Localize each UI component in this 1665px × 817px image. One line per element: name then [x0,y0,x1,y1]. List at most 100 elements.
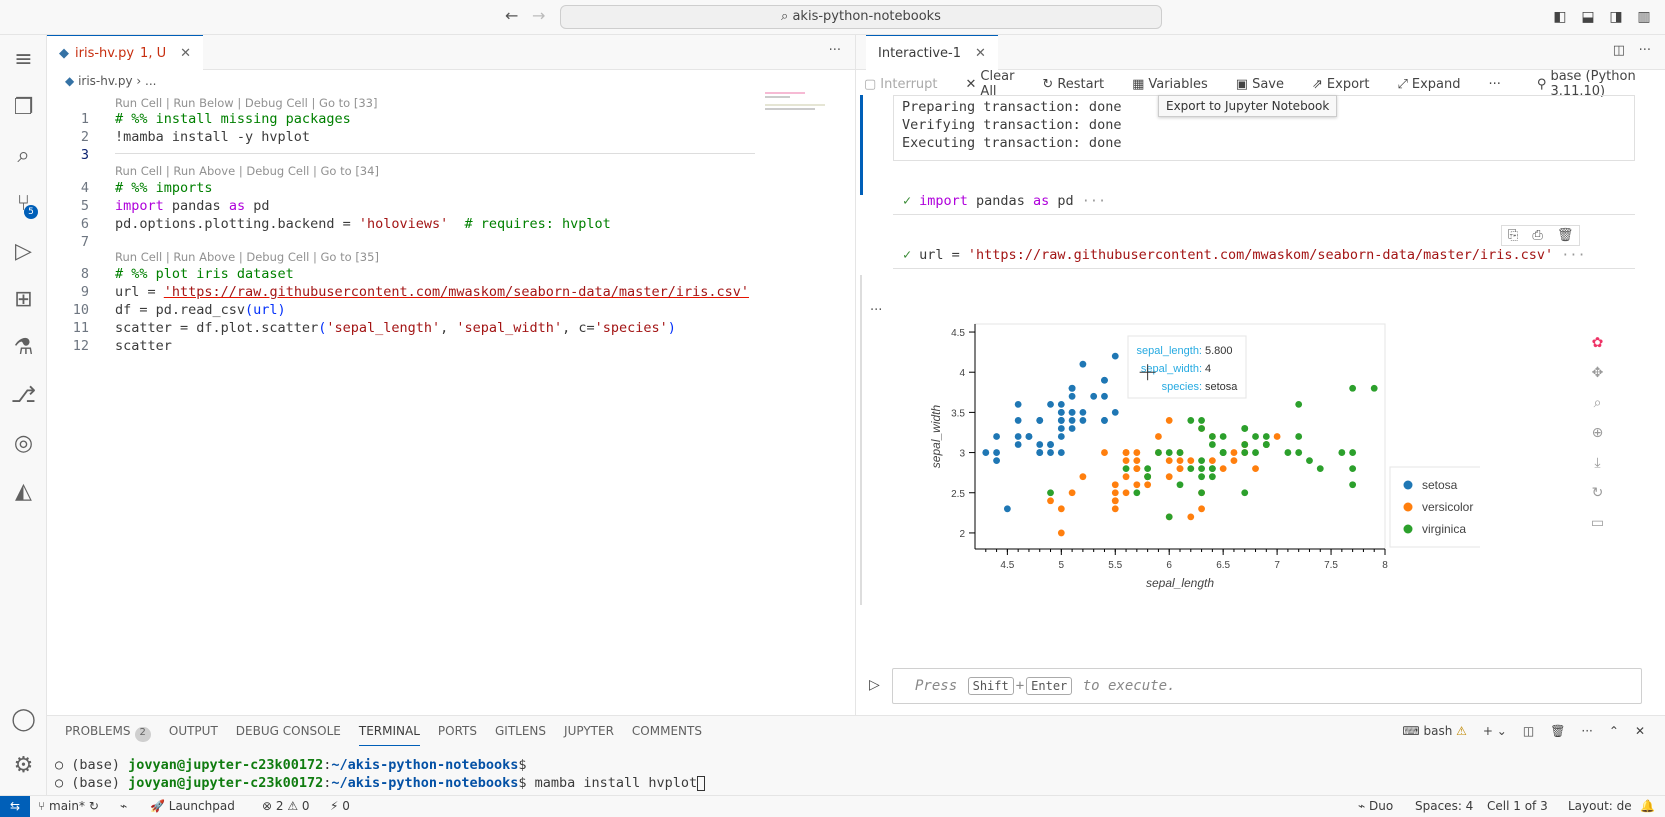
output-more-icon[interactable]: ··· [870,303,883,318]
variables-button[interactable]: ▦ Variables [1132,76,1208,92]
extensions-icon[interactable]: ⊞ [14,286,33,312]
sync-icon[interactable]: ⌁ [120,799,128,813]
testing-icon[interactable]: ⚗ [13,334,34,360]
iris-scatter-chart[interactable]: 4.5 5 5.5 6 6.5 7 7.5 8 2 2.5 3 3.5 4 4.5 sepal_length… [900,322,1480,622]
run-icon[interactable]: ▷ [869,677,880,693]
interrupt-button[interactable]: ▢ Interrupt [864,76,938,92]
tab-jupyter[interactable]: JUPYTER [564,724,614,738]
close-icon[interactable]: ✕ [180,45,192,61]
code-token: url = [919,247,968,263]
breadcrumb[interactable]: ◆ iris-hv.py › ... [65,74,157,88]
ellipsis-icon[interactable]: ··· [1081,193,1107,209]
output-line: Executing transaction: done [902,135,1122,151]
save-plot-icon[interactable]: ⤓ [1594,455,1601,471]
command-center-search[interactable]: ⌕ akis-python-notebooks [560,5,1162,29]
manage-gear-icon[interactable]: ⚙ [13,752,34,778]
accounts-icon[interactable]: ◯ [11,706,36,732]
layout-controls: ◧ ⬓ ◨ ▥ [1551,8,1653,26]
breadcrumb-more[interactable]: ... [145,74,157,88]
new-terminal-icon[interactable]: + ⌄ [1482,724,1507,738]
terminal-shell[interactable]: ⌨ bash ⚠ [1402,724,1467,738]
x-tick-label: 4.5 [1000,560,1014,571]
interactive-input[interactable]: Press Shift + Enter to execute. [892,668,1642,704]
restart-button[interactable]: ↻ Restart [1042,76,1105,92]
run-debug-icon[interactable]: ▷ [15,238,32,264]
box-zoom-icon[interactable]: ⌕ [1593,395,1602,411]
delete-icon[interactable]: 🗑 [1556,228,1574,243]
x-axis-label: sepal_length [1146,576,1214,590]
tab-terminal[interactable]: TERMINAL [358,724,420,746]
data-point-virginica [1295,449,1303,456]
codelens-cell1[interactable]: Run Cell | Run Below | Debug Cell | Go t… [115,96,378,110]
explorer-icon[interactable]: ❐ [13,94,34,120]
split-terminal-icon[interactable]: ◫ [1522,724,1535,738]
toggle-primary-sidebar-icon[interactable]: ◧ [1553,9,1567,25]
close-panel-icon[interactable]: ✕ [1634,724,1645,738]
data-point-virginica [1198,489,1205,497]
forward-arrow-icon[interactable]: → [532,6,546,25]
back-arrow-icon[interactable]: ← [505,6,519,25]
remote-indicator-icon[interactable]: ⇆ [0,796,30,817]
data-point-virginica [1349,465,1357,473]
expand-button[interactable]: ⤢ Expand [1397,76,1461,92]
toggle-secondary-sidebar-icon[interactable]: ◨ [1609,9,1623,25]
cell-indicator[interactable]: Cell 1 of 3 [1487,799,1548,813]
minimap[interactable] [765,90,840,150]
tab-debug-console[interactable]: DEBUG CONSOLE [235,724,341,738]
terminal-line[interactable]: ○ (base) jovyan@jupyter-c23k00172:~/akis… [55,774,706,792]
tab-problems[interactable]: PROBLEMS 2 [65,724,151,746]
data-point-virginica [1208,441,1216,448]
duo-indicator[interactable]: ⌁ Duo [1358,799,1394,813]
pan-tool-icon[interactable]: ✥ [1591,365,1604,381]
toggle-panel-icon[interactable]: ⬓ [1581,9,1595,25]
cell-import[interactable]: ✓ import pandas as pd ··· [893,187,1635,215]
goto-code-icon[interactable]: ⎙ [1532,228,1543,243]
data-point-virginica [1176,449,1184,456]
indentation-indicator[interactable]: Spaces: 4 [1415,799,1474,813]
more-actions-icon[interactable]: ··· [1638,43,1651,58]
maximize-panel-icon[interactable]: ⌃ [1608,724,1619,738]
remote-explorer-icon[interactable]: ◎ [13,430,34,456]
hover-tool-icon[interactable]: ▭ [1590,515,1605,531]
wheel-zoom-icon[interactable]: ⊕ [1591,425,1604,441]
notifications-icon[interactable]: 🔔 [1640,799,1655,813]
save-button[interactable]: ▣ Save [1235,76,1284,92]
layout-indicator[interactable]: Layout: de [1568,799,1632,813]
source-control-icon[interactable]: ⑂ 5 [0,179,47,227]
tab-ports[interactable]: PORTS [437,724,477,738]
tab-interactive-1[interactable]: Interactive-1 ✕ [866,35,998,70]
gitlab-icon[interactable]: ◭ [15,478,32,504]
launchpad-button[interactable]: 🚀 Launchpad [150,799,235,813]
reset-icon[interactable]: ↻ [1591,485,1604,501]
panel-tabs: PROBLEMS 2 OUTPUT DEBUG CONSOLE TERMINAL … [65,724,702,746]
close-icon[interactable]: ✕ [975,45,986,61]
x-tick-label: 5.5 [1108,560,1122,571]
data-point-versicolor [1198,505,1205,513]
more-actions-icon[interactable]: ··· [1488,76,1501,92]
split-editor-icon[interactable]: ◫ [1612,43,1625,58]
problems-indicator[interactable]: ⊗ 2 ⚠ 0 [262,799,310,813]
more-actions-icon[interactable]: ··· [828,43,841,58]
tab-output[interactable]: OUTPUT [168,724,218,738]
search-icon[interactable]: ⌕ [17,142,30,168]
more-actions-icon[interactable]: ··· [1581,724,1593,738]
cell-url[interactable]: ✓ url = 'https://raw.githubusercontent.co… [893,241,1635,269]
code-area[interactable]: Run Cell | Run Below | Debug Cell | Go t… [47,92,807,392]
git-graph-icon[interactable]: ⎇ [10,382,37,408]
customize-layout-icon[interactable]: ▥ [1637,9,1651,25]
ports-indicator[interactable]: ⚡ 0 [330,799,350,813]
export-button[interactable]: ⇗ Export [1312,76,1370,92]
copy-icon[interactable]: ⎘ [1508,228,1519,243]
data-point-virginica [1219,449,1227,456]
tab-gitlens[interactable]: GITLENS [495,724,547,738]
branch-indicator[interactable]: ⑂ main* ↻ [38,799,99,813]
kill-terminal-icon[interactable]: 🗑 [1550,724,1566,738]
tab-comments[interactable]: COMMENTS [631,724,702,738]
ellipsis-icon[interactable]: ··· [1561,247,1586,263]
menu-icon[interactable]: ≡ [14,46,33,72]
data-point-setosa [1079,360,1087,368]
codelens-cell3[interactable]: Run Cell | Run Above | Debug Cell | Go t… [115,250,379,264]
breadcrumb-file[interactable]: iris-hv.py [78,74,133,88]
tab-iris-hv[interactable]: ◆ iris-hv.py 1, U ✕ [47,35,204,70]
codelens-cell2[interactable]: Run Cell | Run Above | Debug Cell | Go t… [115,164,379,178]
